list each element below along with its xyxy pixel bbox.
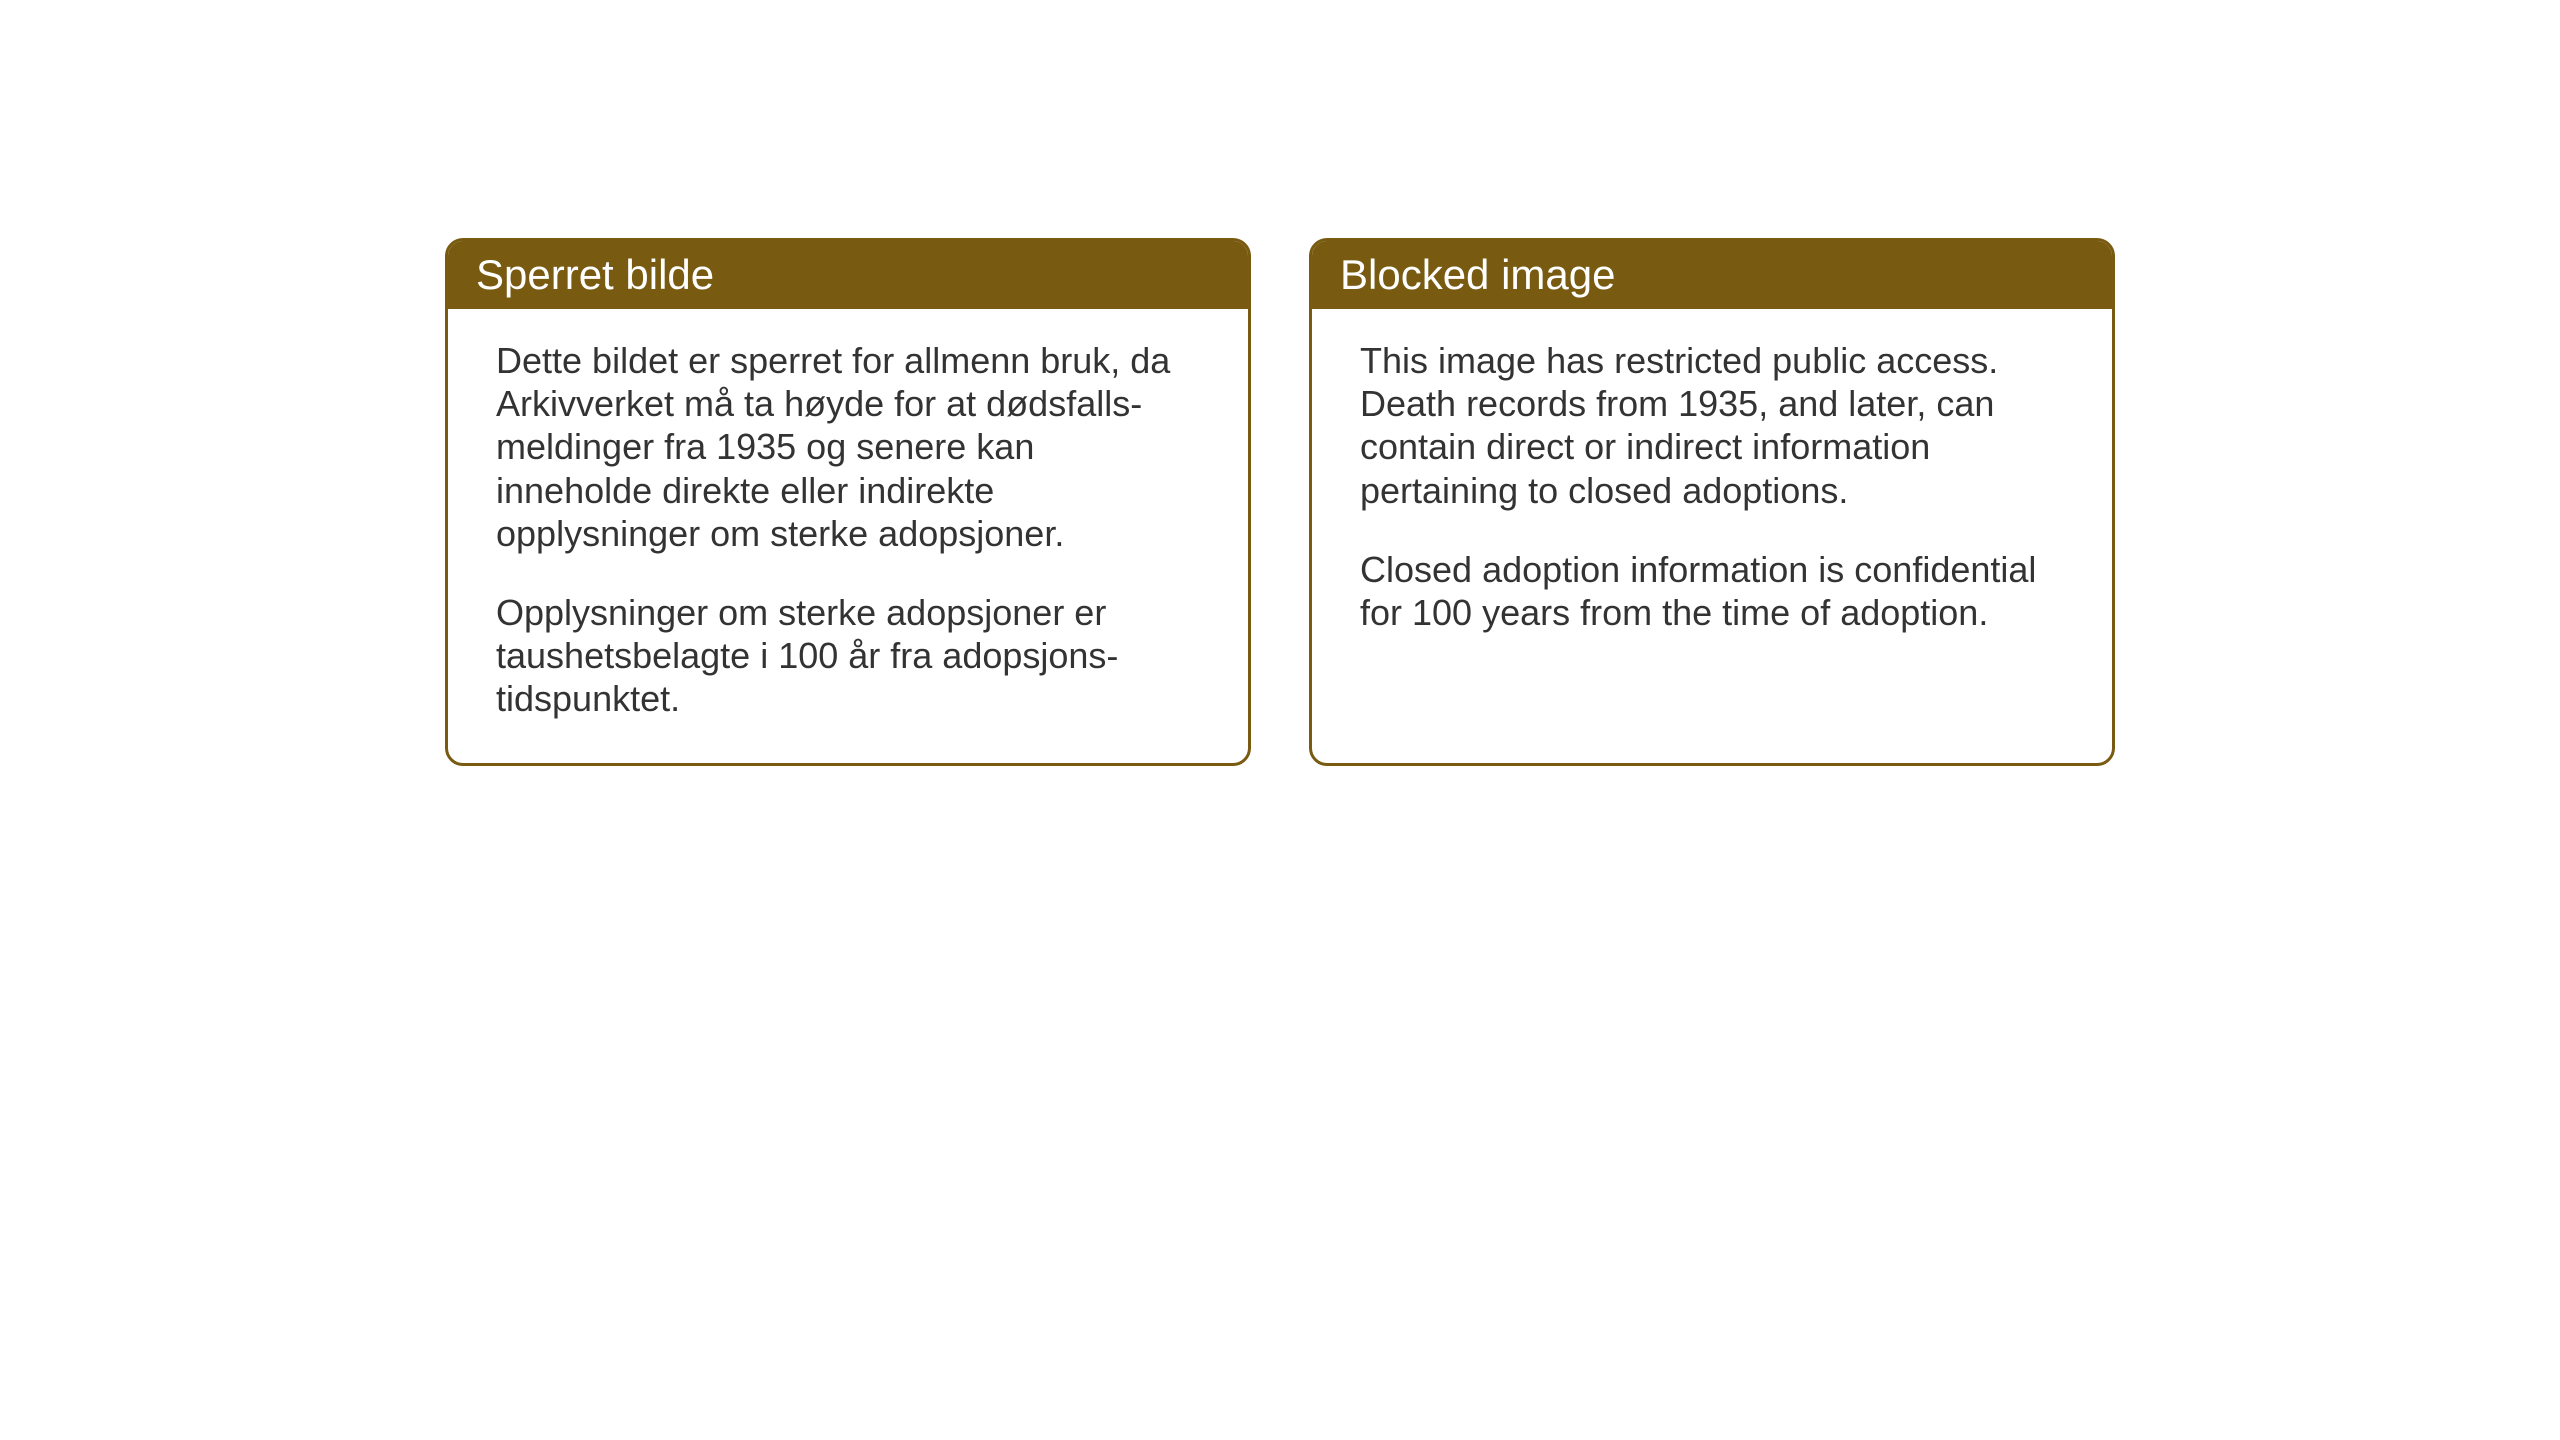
card-paragraph-2-english: Closed adoption information is confident… (1360, 548, 2064, 634)
card-paragraph-1-english: This image has restricted public access.… (1360, 339, 2064, 512)
card-body-english: This image has restricted public access.… (1312, 309, 2112, 676)
card-header-norwegian: Sperret bilde (448, 241, 1248, 309)
card-title-english: Blocked image (1340, 251, 1615, 298)
cards-container: Sperret bilde Dette bildet er sperret fo… (445, 238, 2115, 766)
card-paragraph-1-norwegian: Dette bildet er sperret for allmenn bruk… (496, 339, 1200, 555)
card-paragraph-2-norwegian: Opplysninger om sterke adopsjoner er tau… (496, 591, 1200, 721)
card-title-norwegian: Sperret bilde (476, 251, 714, 298)
card-body-norwegian: Dette bildet er sperret for allmenn bruk… (448, 309, 1248, 763)
card-header-english: Blocked image (1312, 241, 2112, 309)
card-norwegian: Sperret bilde Dette bildet er sperret fo… (445, 238, 1251, 766)
card-english: Blocked image This image has restricted … (1309, 238, 2115, 766)
